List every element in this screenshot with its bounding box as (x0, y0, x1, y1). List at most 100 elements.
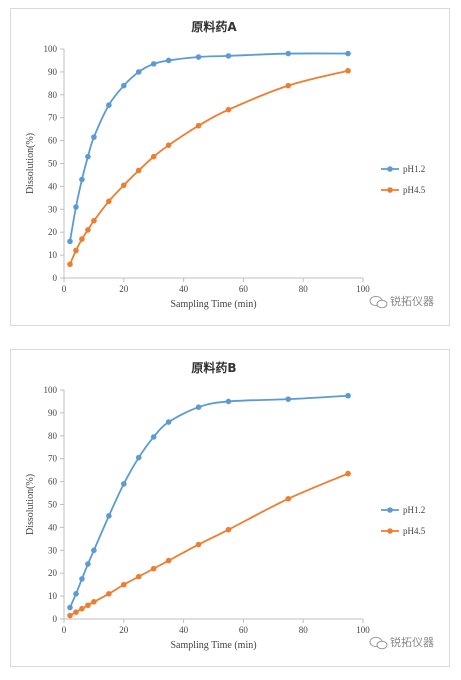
chart-b-series-1-point (91, 599, 97, 605)
chart-b-series-0-point (165, 419, 172, 425)
wechat-bubble-small-icon (376, 299, 388, 309)
chart-b-watermark-text: 锐拓仪器 (390, 635, 434, 649)
chart-a-series-0-point (345, 50, 351, 57)
chart-b-y-tick-label: 100 (44, 385, 58, 395)
chart-b-series-1-point (73, 609, 79, 615)
chart-a-y-tick-label: 50 (48, 159, 58, 169)
chart-a-legend-label-0: pH1.2 (403, 164, 425, 174)
chart-a-legend-label-1: pH4.5 (403, 185, 426, 195)
chart-b-series-1-point (195, 541, 202, 548)
chart-a-y-tick-label: 100 (44, 44, 58, 54)
chart-a-series-0-point (79, 176, 85, 183)
chart-a-y-tick-label: 30 (48, 204, 58, 214)
chart-b-x-tick-label: 100 (356, 625, 370, 635)
chart-a-series-1-point (165, 142, 172, 148)
chart-a-watermark-text: 锐拓仪器 (390, 294, 434, 308)
chart-b-x-tick-label: 60 (239, 625, 249, 635)
chart-a-series-1-point (345, 67, 351, 74)
chart-a-x-tick-label: 0 (62, 284, 67, 294)
chart-a-series-0-point (285, 50, 292, 57)
chart-b-series-0-point (67, 604, 73, 611)
chart-a-series-0-point (165, 57, 172, 64)
chart-a-x-tick-label: 20 (119, 284, 129, 294)
chart-b-series-0-point (195, 404, 202, 410)
chart-b-series-1-point (225, 526, 232, 533)
chart-b-series-0-point (106, 513, 112, 519)
chart-b-y-tick-label: 70 (48, 454, 58, 464)
chart-b-series-1-point (150, 565, 157, 572)
chart-b-y-tick-label: 30 (48, 545, 58, 555)
chart-a-series-0-point (85, 153, 91, 160)
chart-a-series-1-point (195, 122, 202, 129)
chart-b-series-0-point (285, 396, 292, 402)
chart-a-series-1-point (91, 217, 97, 224)
chart-a-series-0-point (91, 134, 97, 140)
chart-b-series-1-point (121, 581, 127, 588)
chart-a-series-1-point (150, 153, 157, 160)
chart-b-series-1-point (345, 470, 351, 477)
chart-b-series-1-point (85, 602, 91, 609)
chart-panel-b: 原料药B 0 10 20 30 40 50 60 70 80 90 100 0 20 40 60 80 100 Sa… (10, 349, 450, 667)
chart-b-y-tick-label: 40 (48, 522, 58, 532)
chart-b-x-axis-label: Sampling Time (min) (170, 640, 256, 651)
chart-a-series-line-0 (69, 52, 349, 242)
chart-a-y-tick-label: 10 (48, 250, 58, 260)
chart-a-x-axis-label: Sampling Time (min) (170, 299, 256, 310)
chart-b-legend-marker-0 (387, 507, 393, 513)
chart-b-title: 原料药B (191, 360, 236, 375)
chart-a-series-0-point (135, 69, 142, 75)
chart-a-series-1-point (285, 82, 292, 89)
chart-a-series-0-point (73, 204, 79, 210)
chart-b-svg: 原料药B 0 10 20 30 40 50 60 70 80 90 100 0 20 40 60 80 100 Sa… (25, 360, 434, 651)
chart-b-legend-label-0: pH1.2 (403, 505, 425, 515)
chart-a-series-0-point (225, 53, 232, 59)
chart-b-x-tick-label: 20 (119, 625, 129, 635)
chart-b-series-1-point (165, 557, 172, 564)
chart-a-series-1-point (85, 227, 91, 233)
chart-b-y-tick-label: 80 (48, 431, 58, 441)
chart-a-y-tick-label: 80 (48, 90, 58, 100)
chart-a-x-tick-label: 60 (239, 284, 249, 294)
chart-b-series-0-point (85, 561, 91, 567)
chart-a-x-tick-label: 40 (179, 284, 189, 294)
chart-a-series-1-point (73, 247, 79, 254)
chart-a-legend-marker-0 (387, 166, 393, 172)
chart-b-series-1-point (285, 495, 292, 502)
chart-b-series-0-point (73, 591, 79, 597)
chart-a-series-0-point (106, 102, 112, 108)
chart-b-series-0-point (345, 392, 351, 399)
chart-b-series-line-0 (69, 394, 349, 608)
chart-a-series-0-point (195, 54, 202, 60)
chart-panel-a: 原料药A 0 10 20 30 40 50 60 70 80 90 100 0 20 40 60 80 100 Sa… (10, 8, 450, 326)
chart-b-y-tick-label: 60 (48, 477, 58, 487)
chart-a-watermark-icon (369, 295, 388, 309)
chart-b-series-0-point (135, 454, 142, 461)
chart-b-series-0-point (79, 576, 85, 582)
chart-a-x-tick-label: 100 (356, 284, 370, 294)
chart-b-x-tick-label: 40 (179, 625, 189, 635)
chart-b-series-0-point (150, 434, 157, 440)
chart-a-y-tick-label: 20 (48, 227, 58, 237)
chart-a-y-tick-label: 90 (48, 67, 58, 77)
chart-a-y-axis-label: Dissolution(%) (25, 133, 36, 194)
chart-a-y-tick-label: 60 (48, 136, 58, 146)
chart-a-series-1-point (67, 261, 73, 268)
chart-a-series-0-point (150, 61, 157, 67)
chart-a-series-0-point (67, 238, 73, 245)
chart-b-y-tick-label: 50 (48, 500, 58, 510)
chart-b-series-0-point (91, 547, 97, 554)
chart-b-series-0-point (225, 398, 232, 405)
chart-b-series-1-point (135, 573, 142, 580)
chart-b-x-tick-label: 80 (299, 625, 309, 635)
chart-a-legend-marker-1 (387, 187, 393, 193)
chart-b-y-tick-label: 20 (48, 568, 58, 578)
chart-a-y-tick-label: 0 (53, 273, 58, 283)
chart-a-series-1-point (121, 182, 127, 189)
chart-a-y-tick-label: 70 (48, 113, 58, 123)
chart-b-series-0-point (121, 481, 127, 487)
chart-a-y-tick-label: 40 (48, 181, 58, 191)
chart-b-series-1-point (67, 612, 73, 619)
chart-b-legend-marker-1 (387, 528, 393, 534)
chart-a-series-0-point (121, 82, 127, 89)
wechat-bubble-small-icon (376, 640, 388, 650)
